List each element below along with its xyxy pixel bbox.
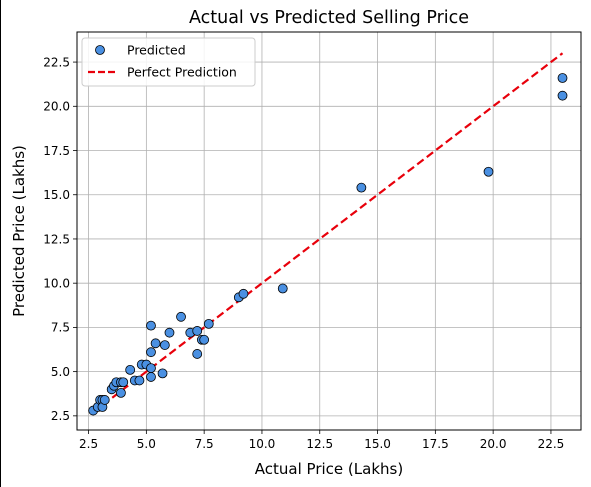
line-layer [92, 52, 564, 414]
scatter-point [157, 368, 168, 379]
scatter-point [146, 347, 156, 358]
scatter-point [99, 395, 110, 405]
scatter-point [203, 318, 214, 329]
x-tick-label: 7.5 [195, 437, 214, 451]
x-tick-label: 12.5 [306, 437, 333, 451]
y-tick-label: 20.0 [43, 100, 70, 114]
x-axis-label: Actual Price (Lakhs) [255, 460, 403, 478]
x-tick-label: 20.0 [480, 437, 507, 451]
y-tick-label: 17.5 [43, 144, 70, 158]
legend-label-predicted: Predicted [127, 43, 186, 58]
y-axis-label: Predicted Price (Lakhs) [10, 145, 28, 317]
scatter-point [116, 387, 126, 398]
scatter-point [192, 349, 203, 359]
scatter-point [146, 372, 156, 382]
scatter-point [125, 364, 136, 375]
scatter-point [159, 340, 170, 350]
x-tick-label: 10.0 [249, 437, 276, 451]
scatter-point [356, 182, 367, 193]
scatter-point [199, 334, 210, 345]
x-tick-label: 22.5 [538, 437, 565, 451]
legend-box [81, 37, 256, 87]
perfect-prediction-line [92, 52, 564, 414]
y-tick-label: 5.0 [51, 365, 70, 379]
plot-frame [76, 31, 582, 431]
y-tick-label: 2.5 [51, 409, 70, 423]
y-tick-label: 7.5 [51, 321, 70, 335]
legend: Predicted Perfect Prediction [81, 37, 256, 87]
scatter-point [557, 90, 568, 101]
scatter-point [483, 166, 494, 177]
y-tick-label: 12.5 [43, 232, 70, 246]
scatter-point [238, 288, 249, 299]
legend-marker-predicted [95, 45, 105, 55]
tick-layer: 2.5 5.0 7.5 10.0 12.5 15.0 17.5 20.0 22.5 2.5 5.0 7… [43, 55, 564, 451]
scatter-point [118, 377, 129, 388]
x-tick-label: 2.5 [79, 437, 98, 451]
scatter-point [277, 283, 288, 294]
scatter-point [176, 311, 186, 322]
x-tick-label: 17.5 [422, 437, 449, 451]
scatter-point [150, 338, 161, 349]
x-tick-label: 15.0 [364, 437, 391, 451]
scatter-point [146, 363, 156, 373]
y-tick-label: 15.0 [43, 188, 70, 202]
scatter-point [146, 320, 156, 331]
scatter-point [134, 375, 145, 386]
y-tick-label: 22.5 [43, 55, 70, 69]
chart-title: Actual vs Predicted Selling Price [189, 8, 469, 28]
y-tick-label: 10.0 [43, 276, 70, 290]
scatter-point [192, 326, 203, 336]
scatter-point [557, 73, 568, 83]
legend-label-perfect: Perfect Prediction [127, 65, 237, 80]
point-layer [88, 73, 568, 416]
scatter-point [164, 327, 175, 338]
left-edge-line [0, 0, 1, 487]
x-tick-label: 5.0 [137, 437, 156, 451]
